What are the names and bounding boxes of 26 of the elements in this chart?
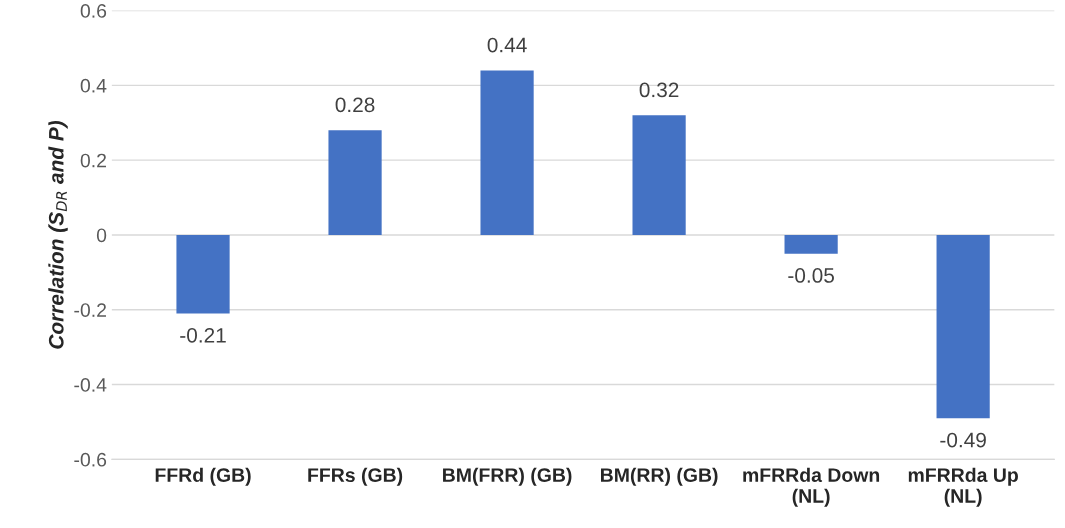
data-label: 0.28 <box>335 97 375 113</box>
y-tick-label: -0.6 <box>74 452 107 467</box>
bar <box>632 115 686 235</box>
x-tick-label: FFRd (GB) <box>155 467 251 486</box>
bar <box>328 130 382 235</box>
y-tick-label: -0.2 <box>74 303 106 317</box>
x-tick-label: FFRs (GB) <box>308 467 403 486</box>
bar <box>784 234 838 254</box>
y-axis-title: Correlation (S$_{DR}$ and P) <box>48 120 68 349</box>
y-tick-label: -0.4 <box>74 378 107 392</box>
x-tick-label: mFRRda Up (NL) <box>908 467 1018 507</box>
y-tick-label: 0.4 <box>80 78 107 93</box>
y-tick-label: 0.6 <box>80 4 107 18</box>
x-tick-label: BM(RR) (GB) <box>601 467 718 486</box>
data-label: -0.05 <box>788 268 834 283</box>
x-tick-label: mFRRda Down (NL) <box>743 467 880 507</box>
bar <box>936 234 990 419</box>
y-tick-label: 0.2 <box>80 153 106 168</box>
x-tick-label: BM(FRR) (GB) <box>443 467 572 486</box>
data-label: -0.49 <box>940 432 986 448</box>
bar <box>176 234 230 314</box>
data-label: 0.44 <box>487 37 527 53</box>
bar <box>480 70 534 235</box>
data-label: 0.32 <box>639 82 679 98</box>
y-tick-label: 0 <box>96 228 107 243</box>
data-label: -0.21 <box>180 327 226 343</box>
